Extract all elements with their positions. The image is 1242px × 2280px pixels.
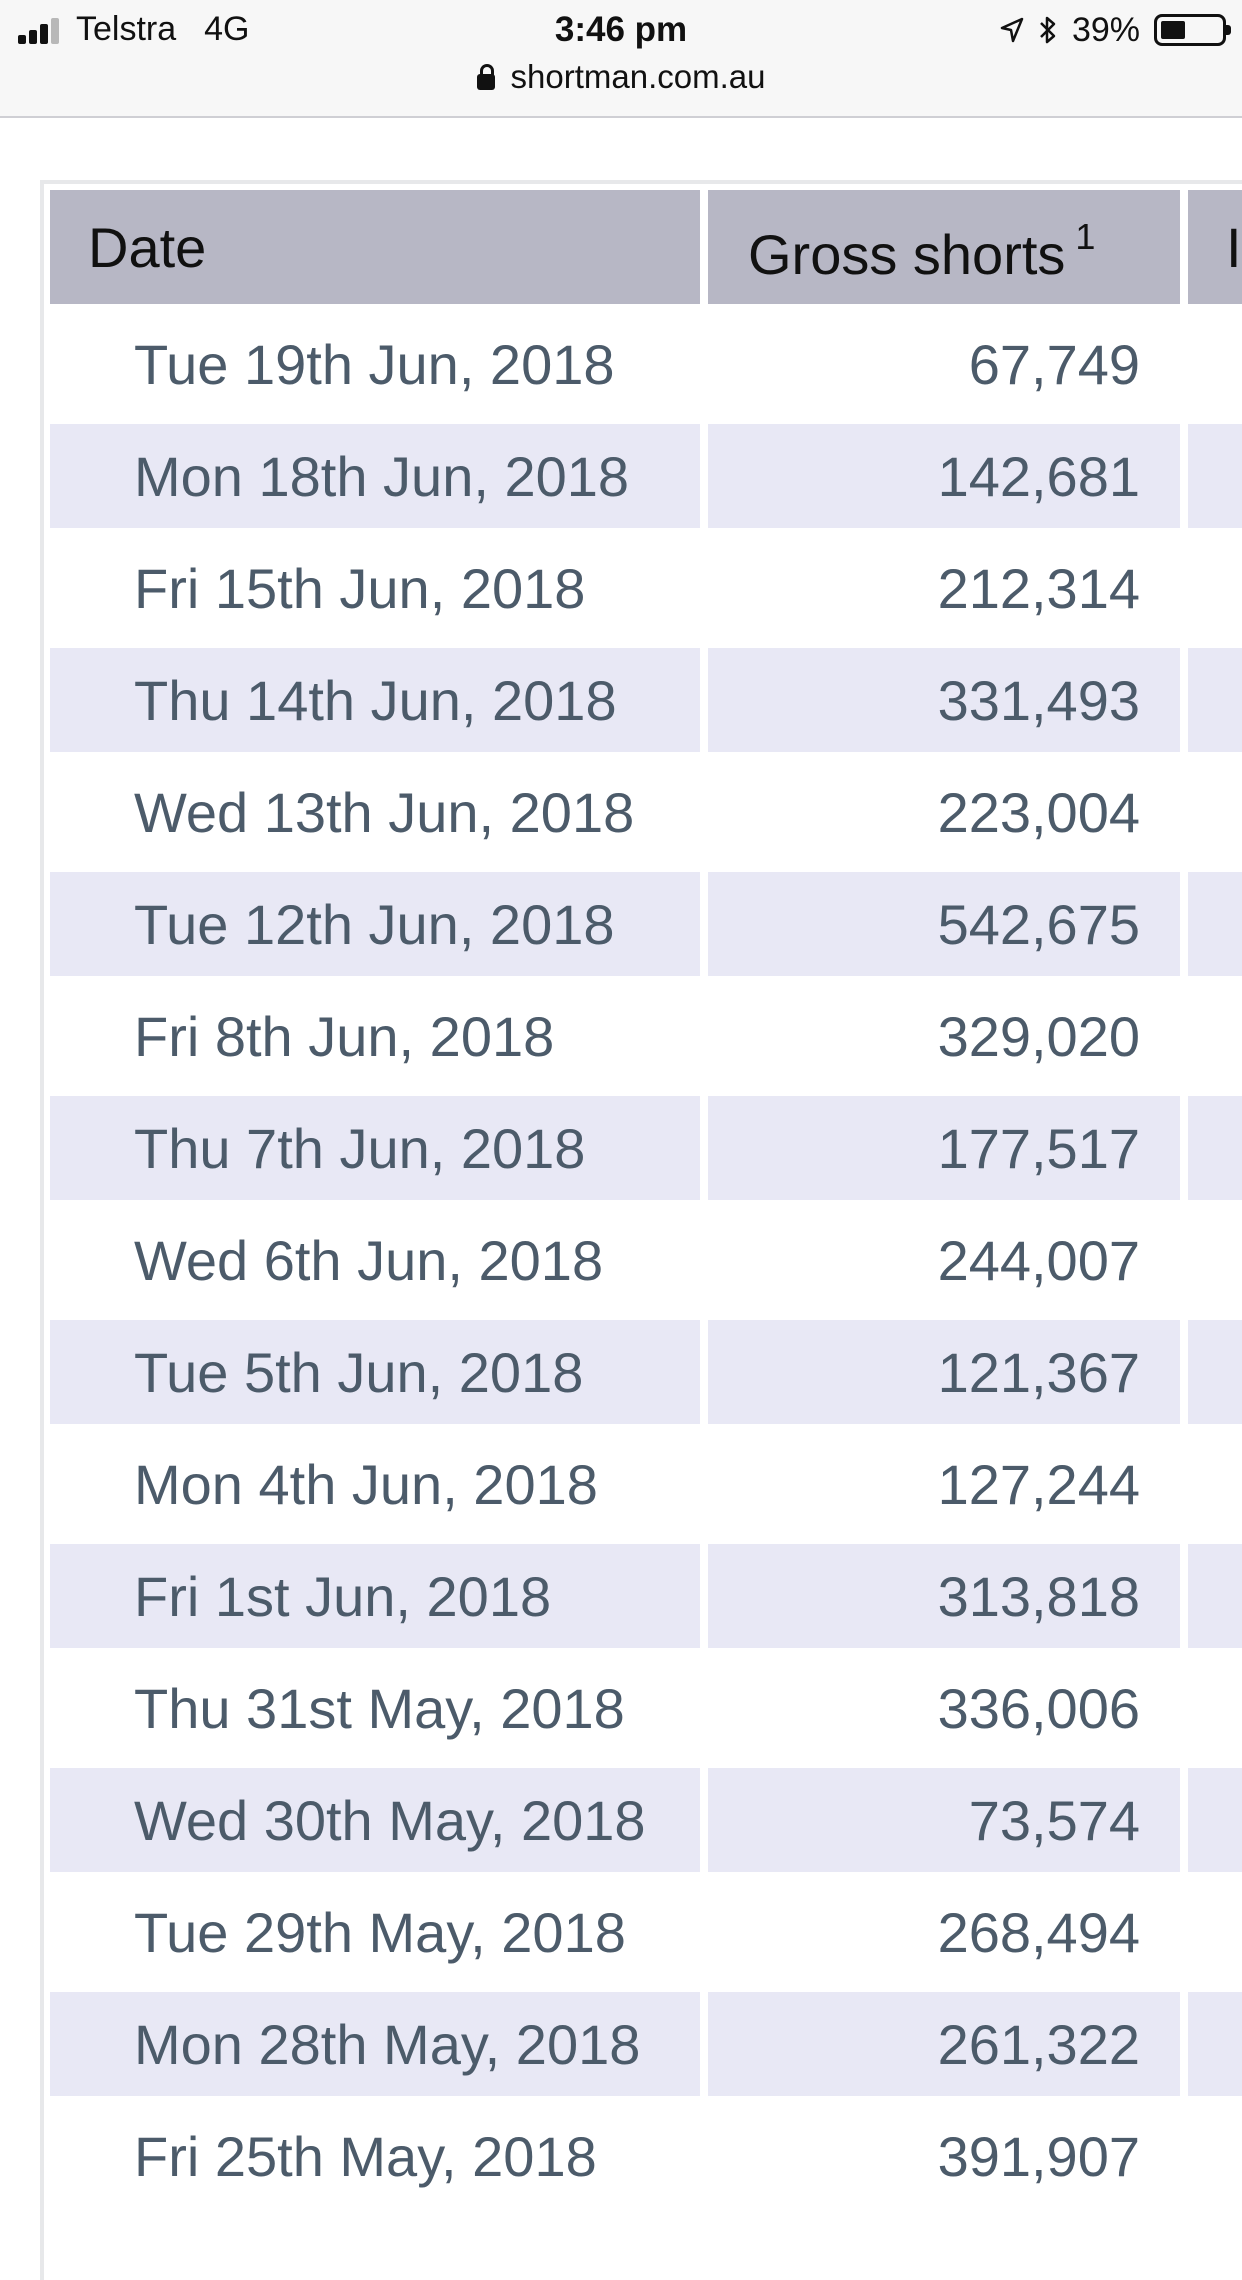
status-bar: Telstra 4G 3:46 pm 39% (0, 0, 1242, 62)
cell-next-column (1188, 424, 1242, 528)
cell-date: Thu 14th Jun, 2018 (50, 648, 700, 752)
table-header-row: Date Gross shorts 1 I (50, 190, 1242, 304)
cell-next-column (1188, 760, 1242, 864)
table-row: Tue 5th Jun, 2018 121,367 (50, 1320, 1242, 1424)
cell-next-column (1188, 1880, 1242, 1984)
cell-gross-shorts: 121,367 (708, 1320, 1180, 1424)
cell-next-column (1188, 648, 1242, 752)
shorts-table: Date Gross shorts 1 I Tue 19th Jun, 2018 6… (44, 184, 1242, 2216)
cell-next-column (1188, 1320, 1242, 1424)
cell-gross-shorts: 67,749 (708, 312, 1180, 416)
cell-next-column (1188, 1208, 1242, 1312)
cell-next-column (1188, 1656, 1242, 1760)
url-text: shortman.com.au (510, 58, 766, 95)
table-row: Tue 19th Jun, 2018 67,749 (50, 312, 1242, 416)
cell-gross-shorts: 73,574 (708, 1768, 1180, 1872)
table-row: Wed 13th Jun, 2018 223,004 (50, 760, 1242, 864)
cell-next-column (1188, 984, 1242, 1088)
browser-top-bar: Telstra 4G 3:46 pm 39% shortman.com.au (0, 0, 1242, 118)
table-row: Thu 7th Jun, 2018 177,517 (50, 1096, 1242, 1200)
column-header-date[interactable]: Date (50, 190, 700, 304)
table-row: Wed 6th Jun, 2018 244,007 (50, 1208, 1242, 1312)
cell-gross-shorts: 391,907 (708, 2104, 1180, 2208)
cell-date: Fri 8th Jun, 2018 (50, 984, 700, 1088)
cell-date: Wed 6th Jun, 2018 (50, 1208, 700, 1312)
cell-gross-shorts: 336,006 (708, 1656, 1180, 1760)
battery-icon (1154, 14, 1231, 46)
cell-gross-shorts: 223,004 (708, 760, 1180, 864)
carrier-name: Telstra (76, 10, 177, 48)
cell-date: Thu 31st May, 2018 (50, 1656, 700, 1760)
cell-gross-shorts: 212,314 (708, 536, 1180, 640)
cell-gross-shorts: 177,517 (708, 1096, 1180, 1200)
cell-gross-shorts: 244,007 (708, 1208, 1180, 1312)
table-row: Fri 1st Jun, 2018 313,818 (50, 1544, 1242, 1648)
cell-date: Thu 7th Jun, 2018 (50, 1096, 700, 1200)
status-time: 3:46 pm (554, 10, 688, 49)
table-row: Mon 28th May, 2018 261,322 (50, 1992, 1242, 2096)
cell-next-column (1188, 1096, 1242, 1200)
cell-next-column (1188, 312, 1242, 416)
cell-date: Tue 12th Jun, 2018 (50, 872, 700, 976)
cell-date: Fri 15th Jun, 2018 (50, 536, 700, 640)
column-header-next[interactable]: I (1188, 190, 1242, 304)
table-row: Mon 4th Jun, 2018 127,244 (50, 1432, 1242, 1536)
table-row: Tue 12th Jun, 2018 542,675 (50, 872, 1242, 976)
cell-gross-shorts: 329,020 (708, 984, 1180, 1088)
table-row: Mon 18th Jun, 2018 142,681 (50, 424, 1242, 528)
cell-date: Fri 1st Jun, 2018 (50, 1544, 700, 1648)
cell-date: Tue 29th May, 2018 (50, 1880, 700, 1984)
cell-next-column (1188, 536, 1242, 640)
cell-date: Mon 18th Jun, 2018 (50, 424, 700, 528)
carrier-info: Telstra 4G (76, 10, 250, 49)
table-row: Fri 25th May, 2018 391,907 (50, 2104, 1242, 2208)
footnote-marker[interactable]: 1 (1075, 216, 1096, 258)
cell-date: Mon 28th May, 2018 (50, 1992, 700, 2096)
cell-next-column (1188, 1432, 1242, 1536)
cell-gross-shorts: 268,494 (708, 1880, 1180, 1984)
table-row: Tue 29th May, 2018 268,494 (50, 1880, 1242, 1984)
cell-date: Mon 4th Jun, 2018 (50, 1432, 700, 1536)
network-type: 4G (204, 10, 250, 48)
table-row: Fri 15th Jun, 2018 212,314 (50, 536, 1242, 640)
table-row: Wed 30th May, 2018 73,574 (50, 1768, 1242, 1872)
cell-next-column (1188, 1992, 1242, 2096)
battery-percent: 39% (1071, 10, 1140, 49)
column-header-gross-shorts[interactable]: Gross shorts 1 (708, 190, 1180, 304)
cell-date: Wed 30th May, 2018 (50, 1768, 700, 1872)
cell-date: Fri 25th May, 2018 (50, 2104, 700, 2208)
bluetooth-icon (1040, 16, 1056, 44)
signal-icon (18, 18, 68, 44)
shorts-table-container[interactable]: Date Gross shorts 1 I Tue 19th Jun, 2018 6… (40, 180, 1242, 2280)
table-row: Thu 14th Jun, 2018 331,493 (50, 648, 1242, 752)
cell-date: Tue 5th Jun, 2018 (50, 1320, 700, 1424)
table-body: Tue 19th Jun, 2018 67,749 Mon 18th Jun, 20… (50, 312, 1242, 2208)
cell-gross-shorts: 542,675 (708, 872, 1180, 976)
cell-next-column (1188, 2104, 1242, 2208)
cell-gross-shorts: 261,322 (708, 1992, 1180, 2096)
cell-gross-shorts: 142,681 (708, 424, 1180, 528)
table-row: Thu 31st May, 2018 336,006 (50, 1656, 1242, 1760)
cell-gross-shorts: 331,493 (708, 648, 1180, 752)
cell-date: Wed 13th Jun, 2018 (50, 760, 700, 864)
cell-next-column (1188, 1544, 1242, 1648)
address-bar[interactable]: shortman.com.au (0, 58, 1242, 96)
status-right-group: 39% (1000, 8, 1231, 52)
cell-next-column (1188, 872, 1242, 976)
cell-gross-shorts: 313,818 (708, 1544, 1180, 1648)
table-row: Fri 8th Jun, 2018 329,020 (50, 984, 1242, 1088)
lock-icon (476, 64, 495, 90)
cell-next-column (1188, 1768, 1242, 1872)
cell-date: Tue 19th Jun, 2018 (50, 312, 700, 416)
cell-gross-shorts: 127,244 (708, 1432, 1180, 1536)
location-arrow-icon (1000, 17, 1024, 43)
